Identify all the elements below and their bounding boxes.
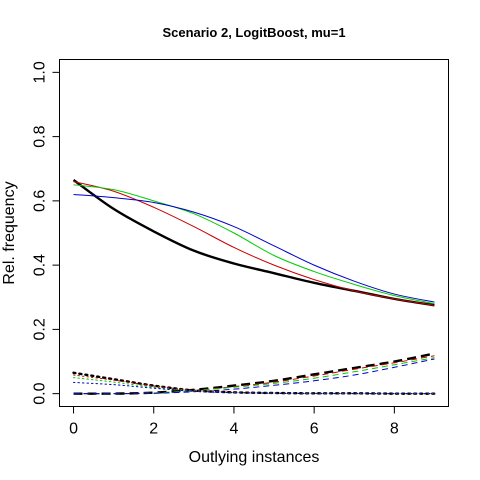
x-axis-label: Outlying instances (189, 449, 320, 466)
y-tick-label: 0.8 (32, 125, 49, 147)
y-tick-label: 0.2 (32, 318, 49, 340)
x-tick-label: 2 (149, 421, 158, 438)
x-tick-label: 8 (390, 421, 399, 438)
y-tick-label: 0.0 (32, 382, 49, 404)
series-line-2 (73, 181, 435, 306)
x-tick-label: 0 (69, 421, 78, 438)
x-axis: 0 2 4 6 8 (69, 406, 399, 438)
series-line-8 (73, 358, 435, 395)
series-line-6 (73, 355, 435, 395)
series-line-3 (73, 184, 435, 305)
series-layer (72, 179, 436, 395)
series-line-9 (72, 371, 436, 395)
y-axis-label: Rel. frequency (1, 181, 18, 284)
plot-frame (59, 59, 449, 407)
y-tick-label: 0.4 (32, 254, 49, 276)
y-tick-label: 0.6 (32, 190, 49, 212)
chart-title: Scenario 2, LogitBoost, mu=1 (162, 25, 345, 40)
x-tick-label: 6 (310, 421, 319, 438)
series-line-4 (73, 193, 435, 303)
y-tick-label: 1.0 (32, 61, 49, 83)
x-tick-label: 4 (229, 421, 238, 438)
series-line-12 (73, 381, 435, 395)
y-axis: 0.0 0.2 0.4 0.6 0.8 1.0 (32, 61, 60, 405)
